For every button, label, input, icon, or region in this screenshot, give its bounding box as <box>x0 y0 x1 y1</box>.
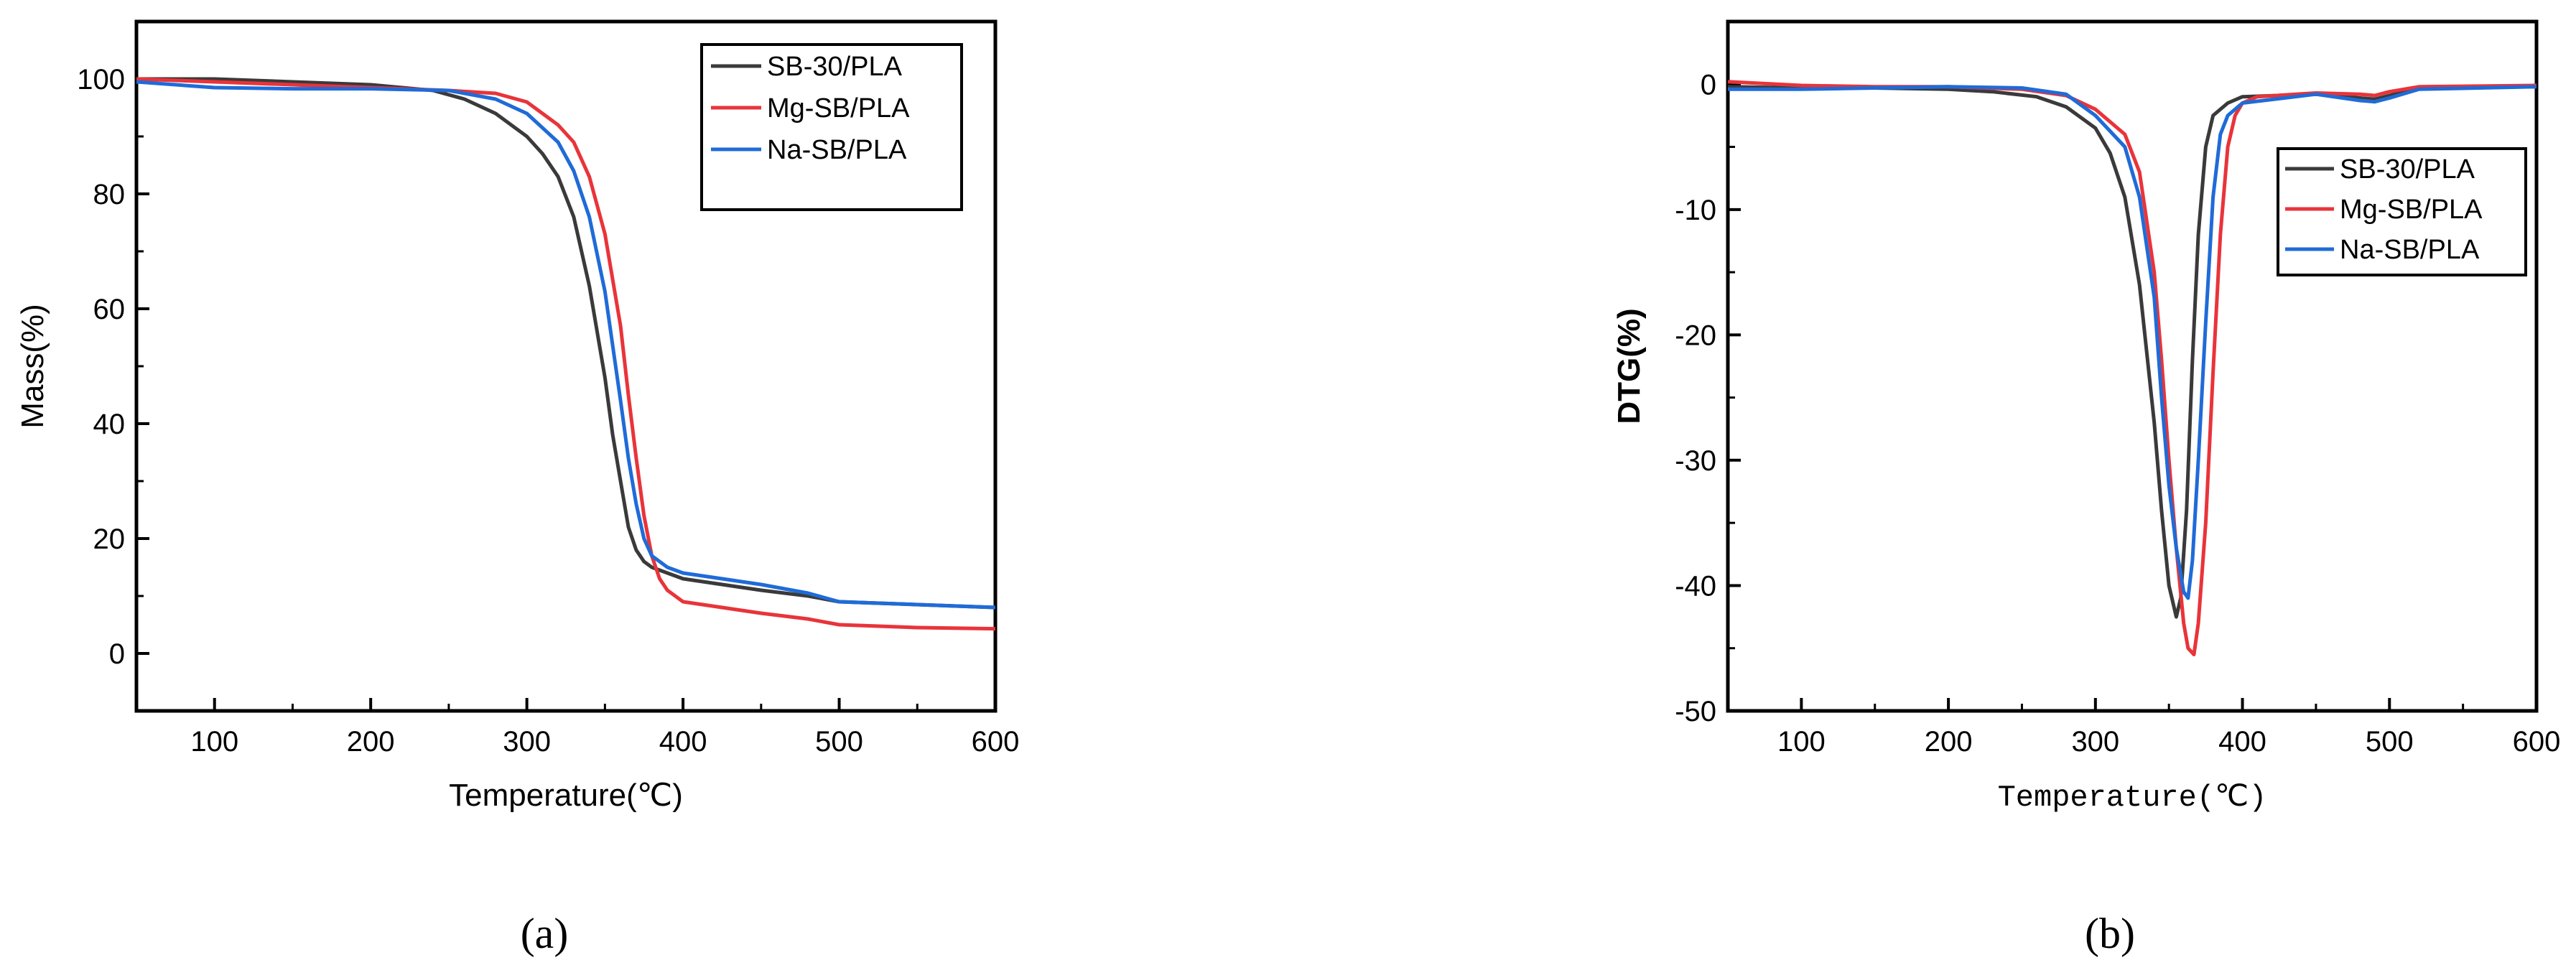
y-tick-label-b--20: -20 <box>1675 320 1716 351</box>
y-tick-label-b-0: 0 <box>1701 69 1716 101</box>
x-tick-label-a-100: 100 <box>190 726 238 758</box>
x-tick-label-b-600: 600 <box>2513 726 2561 758</box>
legend-b: SB-30/PLA Mg-SB/PLA Na-SB/PLA <box>2277 147 2527 276</box>
y-tick-label-a-60: 60 <box>93 294 126 325</box>
x-tick-label-a-400: 400 <box>659 726 707 758</box>
panel-b: 100 200 300 400 500 600 0 -10 -20 -30 -40 -50 SB-30… <box>1612 19 2560 957</box>
x-tick-label-a-600: 600 <box>972 726 1020 758</box>
y-axis-title-a: Mass(%) <box>15 304 50 429</box>
legend-a: SB-30/PLA Mg-SB/PLA Na-SB/PLA <box>700 43 963 211</box>
x-tick-label-a-300: 300 <box>503 726 551 758</box>
y-tick-label-a-20: 20 <box>93 523 126 555</box>
y-tick-label-a-40: 40 <box>93 409 126 440</box>
y-axis-title-b: DTG(%) <box>1612 308 1647 424</box>
legend-label-na-b: Na-SB/PLA <box>2340 235 2480 265</box>
x-tick-label-b-200: 200 <box>1925 726 1973 758</box>
series-line-a-2 <box>136 80 996 610</box>
legend-label-sb30-a: SB-30/PLA <box>767 52 903 82</box>
plot-frame-b <box>1726 19 2539 713</box>
x-tick-label-b-300: 300 <box>2071 726 2119 758</box>
x-tick-label-a-200: 200 <box>347 726 395 758</box>
x-tick-label-b-500: 500 <box>2366 726 2414 758</box>
legend-label-na-a: Na-SB/PLA <box>767 135 907 165</box>
series-a <box>136 77 996 631</box>
y-tick-label-a-0: 0 <box>109 638 125 670</box>
y-tick-label-b--30: -30 <box>1675 445 1716 477</box>
legend-label-sb30-b: SB-30/PLA <box>2340 154 2475 185</box>
series-b <box>1727 80 2537 656</box>
y-tick-label-b--40: -40 <box>1675 570 1716 602</box>
series-line-b-2 <box>1728 85 2537 600</box>
ticks-a: 100 200 300 400 500 600 0 20 40 60 80 100 <box>77 64 1019 758</box>
x-axis-title-a: Temperature(℃) <box>449 778 683 813</box>
panel-label-a: (a) <box>521 910 569 957</box>
y-tick-label-b--10: -10 <box>1675 195 1716 226</box>
panel-a: 100 200 300 400 500 600 0 20 40 60 80 100 SB-30/PLA… <box>15 19 1019 957</box>
y-tick-label-b--50: -50 <box>1675 696 1716 727</box>
x-tick-label-b-400: 400 <box>2218 726 2266 758</box>
x-tick-label-a-500: 500 <box>815 726 863 758</box>
y-tick-label-a-80: 80 <box>93 179 126 210</box>
legend-box-a <box>700 43 963 211</box>
x-tick-label-b-100: 100 <box>1777 726 1826 758</box>
ticks-b: 100 200 300 400 500 600 0 -10 -20 -30 -40 -50 <box>1675 69 2560 758</box>
y-tick-label-a-100: 100 <box>77 64 125 96</box>
x-axis-title-b: Temperature(℃) <box>1998 781 2267 815</box>
panel-label-b: (b) <box>2085 910 2135 957</box>
legend-label-mg-b: Mg-SB/PLA <box>2340 195 2483 225</box>
legend-label-mg-a: Mg-SB/PLA <box>767 93 910 124</box>
